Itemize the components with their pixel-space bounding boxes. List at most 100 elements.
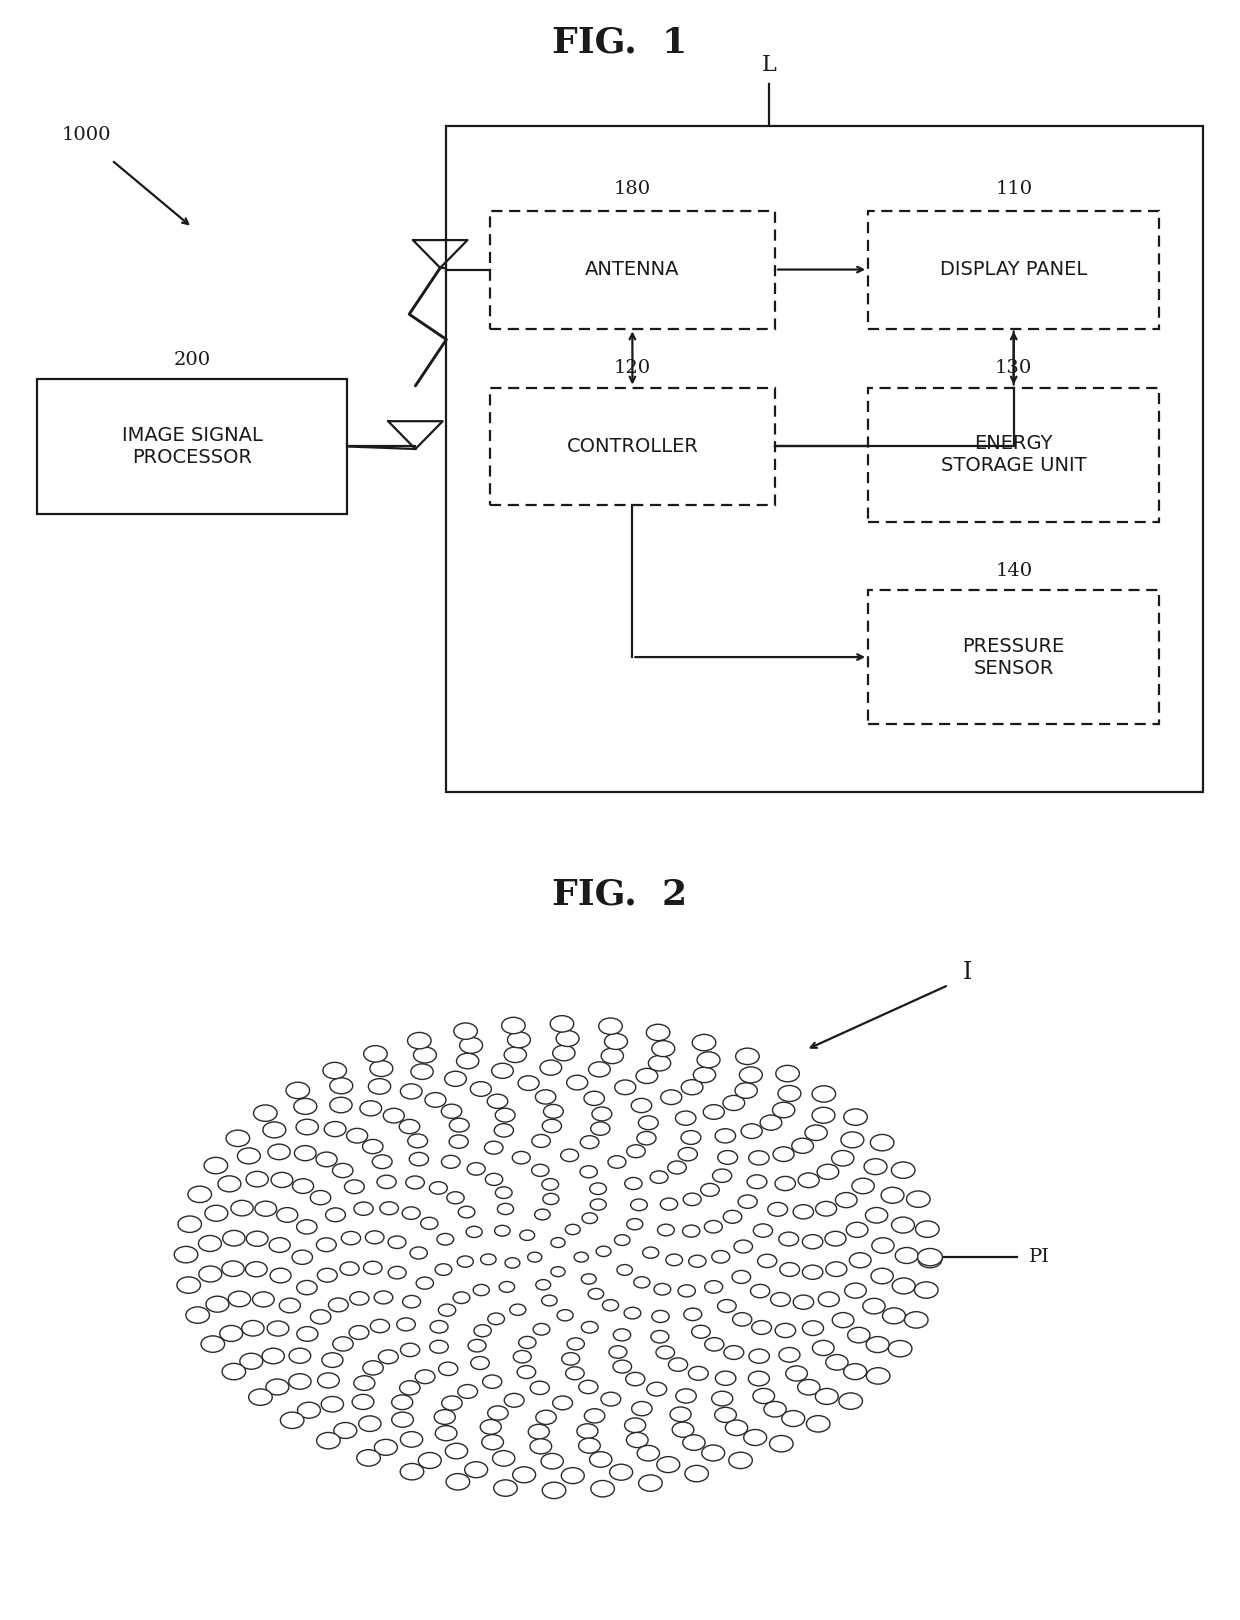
Circle shape — [446, 1474, 470, 1490]
Circle shape — [388, 1267, 407, 1278]
Circle shape — [542, 1294, 557, 1306]
Circle shape — [520, 1230, 534, 1241]
Circle shape — [491, 1063, 513, 1079]
Circle shape — [646, 1024, 670, 1040]
Circle shape — [613, 1361, 631, 1374]
Circle shape — [661, 1090, 682, 1105]
Circle shape — [247, 1231, 268, 1246]
Circle shape — [436, 1233, 454, 1246]
Circle shape — [541, 1453, 563, 1469]
Circle shape — [296, 1327, 317, 1341]
Circle shape — [277, 1207, 298, 1221]
Circle shape — [510, 1304, 526, 1315]
Circle shape — [625, 1178, 642, 1189]
Circle shape — [480, 1419, 501, 1434]
Circle shape — [779, 1233, 799, 1246]
Circle shape — [198, 1236, 222, 1252]
Circle shape — [539, 1059, 562, 1076]
Circle shape — [704, 1220, 723, 1233]
Circle shape — [177, 1277, 201, 1293]
Circle shape — [567, 1338, 584, 1349]
Circle shape — [768, 1202, 787, 1217]
Text: 140: 140 — [996, 562, 1032, 580]
Circle shape — [429, 1181, 448, 1194]
Bar — [490, 387, 775, 505]
Circle shape — [265, 1379, 289, 1395]
Circle shape — [487, 1406, 508, 1421]
Circle shape — [712, 1251, 729, 1264]
Bar — [868, 211, 1159, 329]
Circle shape — [760, 1115, 781, 1131]
Circle shape — [263, 1123, 285, 1137]
Circle shape — [591, 1106, 611, 1121]
Circle shape — [652, 1311, 670, 1322]
Circle shape — [223, 1231, 246, 1246]
Circle shape — [892, 1217, 914, 1233]
Circle shape — [681, 1131, 701, 1144]
Circle shape — [590, 1199, 606, 1210]
Circle shape — [596, 1246, 611, 1257]
Circle shape — [374, 1439, 397, 1455]
Circle shape — [582, 1213, 598, 1223]
Circle shape — [565, 1225, 580, 1234]
Circle shape — [388, 1236, 405, 1249]
Circle shape — [776, 1066, 800, 1082]
Circle shape — [734, 1239, 753, 1252]
Circle shape — [449, 1136, 469, 1149]
Circle shape — [296, 1119, 319, 1134]
Circle shape — [574, 1252, 589, 1262]
Circle shape — [512, 1466, 536, 1482]
Circle shape — [825, 1231, 846, 1246]
Circle shape — [467, 1340, 486, 1353]
Circle shape — [816, 1388, 838, 1405]
Circle shape — [330, 1077, 352, 1094]
Circle shape — [470, 1082, 491, 1097]
Circle shape — [744, 1429, 766, 1445]
Circle shape — [528, 1252, 542, 1262]
Circle shape — [588, 1288, 604, 1299]
Circle shape — [529, 1439, 552, 1453]
Circle shape — [712, 1392, 733, 1406]
Circle shape — [692, 1034, 715, 1051]
Circle shape — [557, 1309, 573, 1320]
Circle shape — [409, 1152, 429, 1166]
Circle shape — [206, 1296, 229, 1312]
Circle shape — [317, 1268, 337, 1281]
Circle shape — [280, 1413, 304, 1429]
Circle shape — [474, 1285, 490, 1296]
Circle shape — [542, 1119, 562, 1132]
Circle shape — [718, 1150, 738, 1165]
Circle shape — [262, 1348, 284, 1364]
Circle shape — [725, 1421, 748, 1435]
Circle shape — [410, 1247, 428, 1259]
Circle shape — [316, 1152, 337, 1166]
Text: PRESSURE
SENSOR: PRESSURE SENSOR — [962, 637, 1065, 677]
Circle shape — [667, 1162, 686, 1174]
Circle shape — [481, 1254, 496, 1265]
Circle shape — [350, 1291, 370, 1306]
Circle shape — [589, 1061, 610, 1077]
Circle shape — [536, 1409, 557, 1424]
Circle shape — [626, 1432, 649, 1448]
Circle shape — [401, 1463, 424, 1481]
Circle shape — [505, 1393, 525, 1408]
Circle shape — [836, 1192, 857, 1207]
Circle shape — [656, 1346, 675, 1359]
Circle shape — [753, 1388, 775, 1403]
Circle shape — [399, 1119, 419, 1134]
Circle shape — [626, 1218, 642, 1230]
Circle shape — [495, 1108, 515, 1123]
Circle shape — [500, 1281, 515, 1293]
Circle shape — [441, 1396, 463, 1409]
Circle shape — [631, 1401, 652, 1416]
Circle shape — [723, 1095, 745, 1110]
Circle shape — [253, 1291, 274, 1307]
Circle shape — [817, 1165, 838, 1179]
Circle shape — [666, 1254, 682, 1265]
Circle shape — [353, 1375, 374, 1390]
Circle shape — [482, 1375, 502, 1388]
Circle shape — [748, 1371, 769, 1385]
Circle shape — [253, 1105, 277, 1121]
Circle shape — [255, 1200, 277, 1217]
Circle shape — [487, 1312, 505, 1325]
